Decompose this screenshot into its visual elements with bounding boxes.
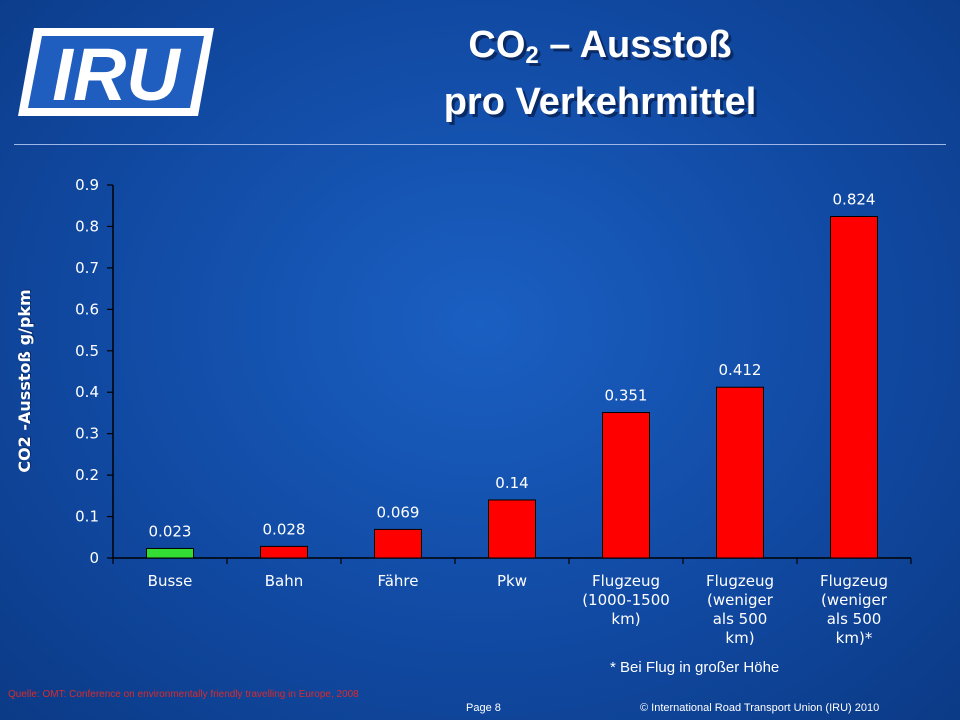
bar — [830, 215, 878, 559]
logo-text: IRU — [52, 33, 181, 116]
data-label: 0.14 — [495, 474, 528, 492]
category-label: Bahn — [265, 572, 304, 590]
iru-logo: IRU — [18, 28, 214, 116]
page-number: Page 8 — [466, 702, 501, 714]
bar — [374, 528, 422, 559]
bar — [146, 547, 194, 559]
y-tick-label: 0.9 — [75, 176, 99, 194]
footnote: * Bei Flug in großer Höhe — [610, 659, 780, 676]
title-line-2: pro Verkehrmittel — [443, 81, 757, 123]
data-label: 0.069 — [377, 503, 420, 521]
y-tick-label: 0 — [89, 549, 99, 567]
category-label: Pkw — [497, 572, 527, 590]
y-tick-label: 0.3 — [75, 425, 99, 443]
y-tick-label: 0.8 — [75, 217, 99, 235]
category-label: Flugzeug (weniger als 500 km) — [706, 572, 774, 647]
y-tick-label: 0.2 — [75, 466, 99, 484]
category-label: Flugzeug (weniger als 500 km)* — [820, 572, 888, 647]
y-tick-label: 0.6 — [75, 300, 99, 318]
bar — [602, 412, 650, 559]
bar — [716, 386, 764, 559]
category-label: Flugzeug (1000-1500 km) — [582, 572, 670, 628]
data-label: 0.023 — [149, 522, 192, 540]
category-label: Busse — [148, 572, 193, 590]
y-tick-label: 0.1 — [75, 508, 99, 526]
y-tick-label: 0.5 — [75, 342, 99, 360]
copyright: © International Road Transport Union (IR… — [640, 702, 880, 714]
y-tick-label: 0.7 — [75, 259, 99, 277]
data-label: 0.824 — [833, 190, 876, 208]
title-line-1: CO2 – Ausstoß — [468, 24, 732, 69]
data-label: 0.412 — [719, 361, 762, 379]
source-note: Quelle: OMT: Conference on environmental… — [8, 689, 359, 700]
category-label: Fähre — [377, 572, 418, 590]
slide-title: CO2 – Ausstoß pro Verkehrmittel — [300, 22, 900, 125]
y-tick-label: 0.4 — [75, 383, 99, 401]
bar — [488, 499, 536, 559]
data-label: 0.351 — [605, 387, 648, 405]
data-label: 0.028 — [263, 520, 306, 538]
title-divider — [14, 144, 946, 145]
bar — [260, 545, 308, 559]
